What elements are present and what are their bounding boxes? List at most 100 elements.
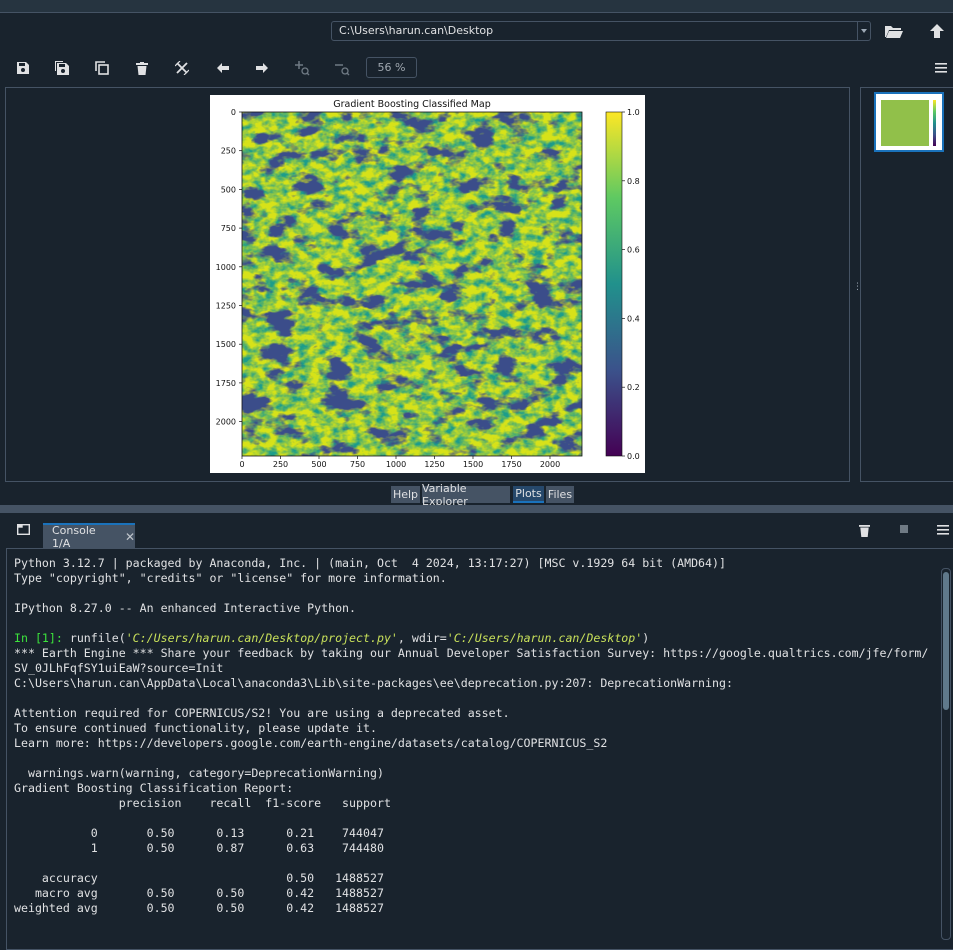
save-plot-button[interactable] [14,59,32,77]
parent-directory-button[interactable] [927,21,947,41]
save-all-plots-button[interactable] [53,59,71,77]
zoom-out-icon [335,64,350,76]
x-tick-label: 1250 [424,460,444,469]
copy-icon [95,61,109,75]
next-plot-button[interactable] [253,59,271,77]
horizontal-splitter[interactable] [0,505,953,513]
console-line: C:\Users\harun.can\AppData\Local\anacond… [14,676,733,690]
remove-plot-button[interactable] [133,59,151,77]
console-line: 1 0.50 0.87 0.63 744480 [14,841,384,855]
close-icon[interactable]: ✕ [124,529,135,544]
console-line: Python 3.12.7 | packaged by Anaconda, In… [14,556,726,570]
tab-help[interactable]: Help [391,486,420,503]
thumbnail-image [881,100,936,146]
x-tick-label: 250 [273,460,288,469]
y-tick-label: 1500 [216,340,236,349]
copy-plot-button[interactable] [93,59,111,77]
arrow-right-icon [256,63,268,73]
y-tick-label: 2000 [216,418,236,427]
arrow-left-icon [217,63,229,73]
console-line: IPython 8.27.0 -- An enhanced Interactiv… [14,601,357,615]
close-all-icon [175,61,189,75]
top-strip [0,0,953,13]
x-tick-label: 0 [239,460,244,469]
ipython-console[interactable]: Python 3.12.7 | packaged by Anaconda, In… [6,548,953,950]
x-tick-label: 2000 [540,460,560,469]
stop-icon [900,525,908,533]
console-line: *** Earth Engine *** Share your feedback… [14,646,929,660]
colorbar-tick-label: 0.2 [627,383,640,392]
console-options-button[interactable] [934,521,952,539]
console-line: Learn more: https://developers.google.co… [14,736,608,750]
x-axis-ticks: 0 250 500 750 1000 1250 1500 1750 2000 [239,456,560,469]
zoom-in-icon [295,61,310,76]
console-browse-tabs-button[interactable] [14,520,32,538]
tab-plots[interactable]: Plots [513,486,544,503]
tab-variable-explorer[interactable]: Variable Explorer [422,482,510,508]
console-scrollbar-thumb[interactable] [943,572,949,710]
tab-files[interactable]: Files [546,486,574,503]
colorbar: 1.0 0.8 0.6 0.4 0.2 0.0 [605,108,640,461]
folder-open-icon [885,26,903,38]
interrupt-kernel-button[interactable] [896,521,912,537]
input-prompt: In [1]: [14,631,70,645]
y-tick-label: 500 [221,185,236,194]
save-icon [17,62,29,74]
plots-toolbar [0,52,953,85]
y-tick-label: 1000 [216,263,236,272]
x-tick-label: 1000 [386,460,406,469]
console-line: accuracy 0.50 1488527 [14,871,384,885]
code-mid: , wdir= [397,631,447,645]
code-end: ) [642,631,650,645]
heatmap-chart: Gradient Boosting Classified Map 0 250 500… [216,99,640,469]
browse-folder-button[interactable] [883,21,905,41]
remove-variables-button[interactable] [855,521,873,539]
x-tick-label: 1750 [501,460,521,469]
console-line: weighted avg 0.50 0.50 0.42 1488527 [14,901,384,915]
y-tick-label: 1250 [216,302,236,311]
console-line: 0 0.50 0.13 0.21 744047 [14,826,384,840]
chart-title: Gradient Boosting Classified Map [333,99,490,110]
zoom-out-button[interactable] [333,59,351,77]
y-tick-label: 250 [221,147,236,156]
code-func: runfile( [69,631,126,645]
console-tab-label: Console 1/A [52,523,96,550]
hamburger-menu-icon [935,63,947,73]
previous-plot-button[interactable] [214,59,232,77]
console-header [0,513,953,548]
zoom-in-button[interactable] [293,59,311,77]
console-line: macro avg 0.50 0.50 0.42 1488527 [14,886,384,900]
colorbar-tick-label: 0.6 [627,246,640,255]
x-tick-label: 500 [311,460,326,469]
console-line: warnings.warn(warning, category=Deprecat… [14,766,384,780]
x-tick-label: 750 [350,460,365,469]
colorbar-ticks: 1.0 0.8 0.6 0.4 0.2 0.0 [622,108,640,461]
code-string: 'C:/Users/harun.can/Desktop/project.py' [125,631,398,645]
colorbar-tick-label: 0.0 [627,452,640,461]
working-directory-combo[interactable]: C:\Users\harun.can\Desktop [331,21,871,41]
zoom-level[interactable]: 56 % [366,57,417,78]
x-tick-label: 1500 [463,460,483,469]
y-tick-label: 0 [231,108,236,117]
save-all-icon [55,61,69,75]
tab-console-1a[interactable]: Console 1/A ✕ [43,523,135,550]
console-line: precision recall f1-score support [14,796,391,810]
chevron-down-icon[interactable] [857,22,870,40]
plot-thumbnail[interactable] [874,92,944,152]
console-scrollbar[interactable] [941,568,951,940]
remove-all-plots-button[interactable] [173,59,191,77]
splitter-handle[interactable]: ⋮ [853,282,862,292]
console-input-line: In [1]: runfile('C:/Users/harun.can/Desk… [14,631,649,646]
plot-thumbnails-pane [860,87,953,482]
y-axis-ticks: 0 250 500 750 1000 1250 1500 1750 2000 [216,108,242,427]
console-line: To ensure continued functionality, pleas… [14,721,377,735]
arrow-up-icon [930,24,944,38]
console-line: Type "copyright", "credits" or "license"… [14,571,447,585]
window-icon [16,523,30,535]
code-string: 'C:/Users/harun.can/Desktop' [446,631,643,645]
trash-icon [136,61,148,75]
colorbar-tick-label: 1.0 [627,108,640,117]
hamburger-menu-icon [937,525,949,535]
heatmap-image [241,111,583,457]
plots-options-button[interactable] [932,59,950,77]
